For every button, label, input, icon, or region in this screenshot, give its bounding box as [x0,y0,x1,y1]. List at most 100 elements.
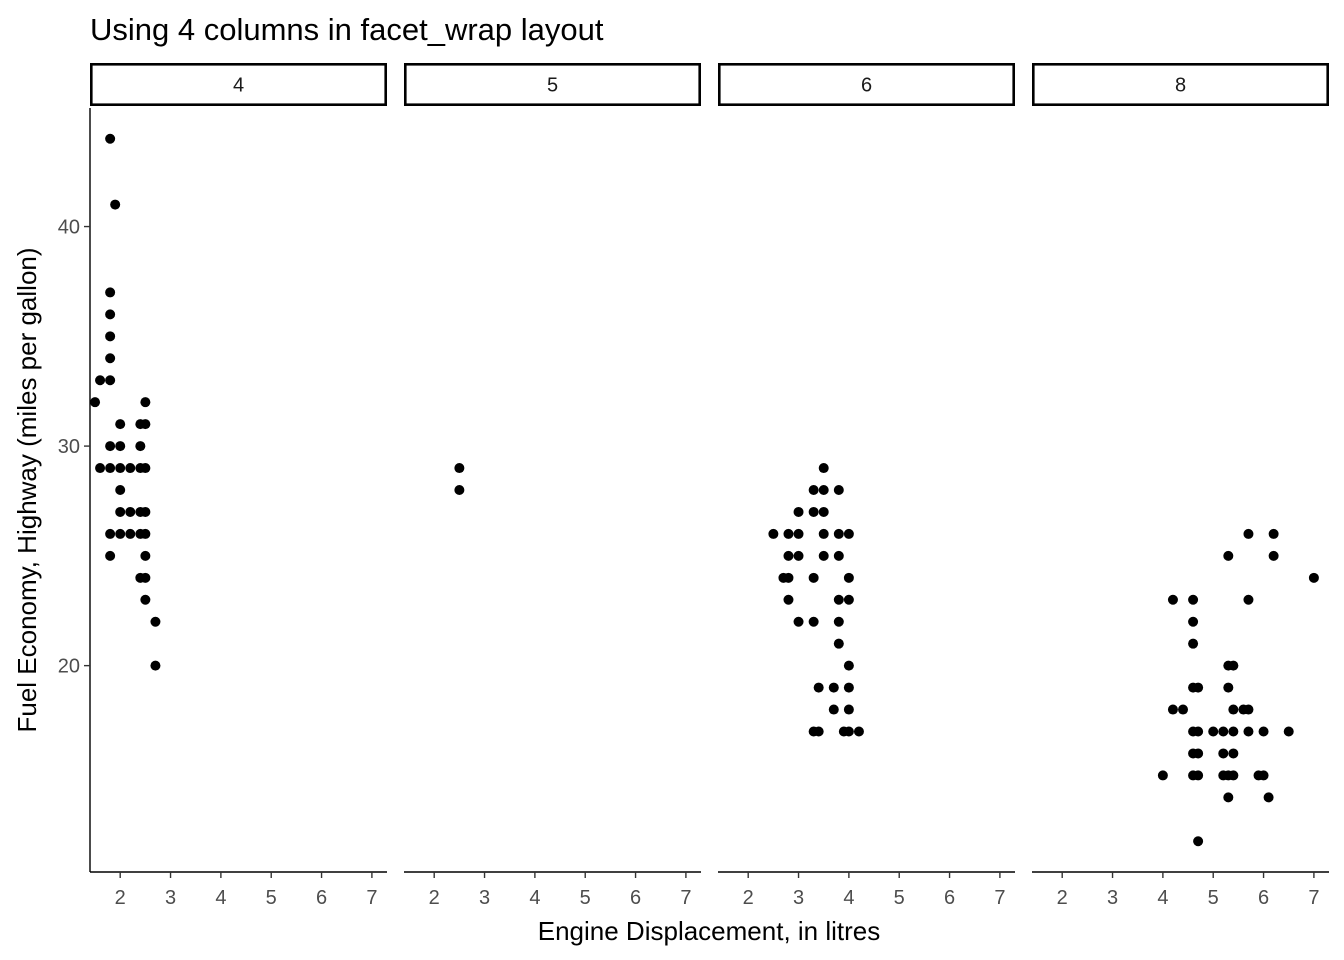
data-point [833,528,844,539]
data-point [818,485,829,495]
data-point [1193,726,1204,737]
data-point [1218,726,1229,737]
data-point [110,199,121,210]
data-point [833,594,844,605]
data-point [105,353,116,364]
x-tick-label: 6 [944,887,955,909]
facet-strip-label: 5 [547,75,558,97]
data-point [1193,770,1204,781]
data-point [140,506,151,517]
data-point [843,704,854,715]
y-tick-label: 40 [58,217,80,239]
data-point [1157,770,1168,781]
data-point [105,287,116,298]
data-point [105,550,116,561]
data-point [105,375,116,386]
data-point [828,682,839,693]
data-point [1188,594,1199,605]
data-point [140,594,151,605]
data-point [1258,770,1269,781]
x-tick-label: 6 [630,887,641,909]
x-tick-label: 4 [529,887,540,909]
data-point [140,550,151,561]
data-point [1243,704,1254,715]
data-point [808,485,819,495]
data-point [105,463,116,474]
data-point [135,441,146,452]
data-point [1263,792,1274,803]
data-point [1243,594,1254,605]
x-tick-label: 5 [266,887,277,909]
x-tick-label: 4 [1157,887,1168,909]
data-point [125,463,136,474]
data-point [1223,792,1234,803]
data-point [1193,682,1204,693]
x-tick-label: 5 [1208,887,1219,909]
data-point [140,463,151,474]
x-tick-label: 4 [215,887,226,909]
data-point [1228,660,1239,671]
x-tick-label: 4 [843,887,854,909]
data-point [828,704,839,715]
data-point [125,506,136,517]
data-point [768,528,779,539]
facet-panel-8: 8 2 3 4 5 6 7 [1032,63,1330,909]
facet-strip [717,63,1015,107]
data-point [150,616,161,627]
x-axis-title: Engine Displacement, in litres [538,916,881,946]
facet-strip [403,63,701,107]
y-tick-label: 30 [58,436,80,458]
x-tick-label: 2 [429,887,440,909]
data-point [1223,682,1234,693]
data-point [818,506,829,517]
data-point [813,682,824,693]
data-point [1193,836,1204,847]
data-point [95,463,106,474]
data-point [1243,528,1254,539]
data-point [454,463,465,474]
facet-strip-label: 6 [861,75,872,97]
data-point [1243,726,1254,737]
x-tick-label: 5 [894,887,905,909]
data-point [843,528,854,539]
data-point [1268,550,1279,561]
x-tick-label: 6 [1258,887,1269,909]
data-point [793,528,804,539]
data-point [843,572,854,583]
facet-panel-5: 5 2 3 4 5 6 7 [403,63,701,909]
facet-strip [90,63,387,107]
x-tick-label: 3 [1107,887,1118,909]
data-point [1268,528,1279,539]
data-point [105,133,116,144]
data-point [793,550,804,561]
data-point [105,309,116,320]
data-point [818,528,829,539]
data-point [843,594,854,605]
data-point [843,682,854,693]
data-point [1228,770,1239,781]
data-point [813,726,824,737]
data-point [1167,704,1178,715]
data-point [808,572,819,583]
data-point [95,375,106,386]
data-point [843,660,854,671]
facet-panel-6: 6 2 3 4 5 6 7 [717,63,1015,909]
data-point [783,594,794,605]
data-point [1208,726,1219,737]
data-point [115,528,126,539]
data-point [833,638,844,649]
data-point [1228,704,1239,715]
data-point [115,463,126,474]
data-point [808,506,819,517]
x-tick-label: 7 [1308,887,1319,909]
data-point [1228,726,1239,737]
data-point [793,616,804,627]
data-point [105,331,116,342]
data-point [783,528,794,539]
data-point [1188,638,1199,649]
facet-strip-label: 4 [233,75,244,97]
data-point [115,441,126,452]
data-point [140,397,151,408]
x-tick-label: 6 [316,887,327,909]
y-tick-label: 20 [58,656,80,678]
